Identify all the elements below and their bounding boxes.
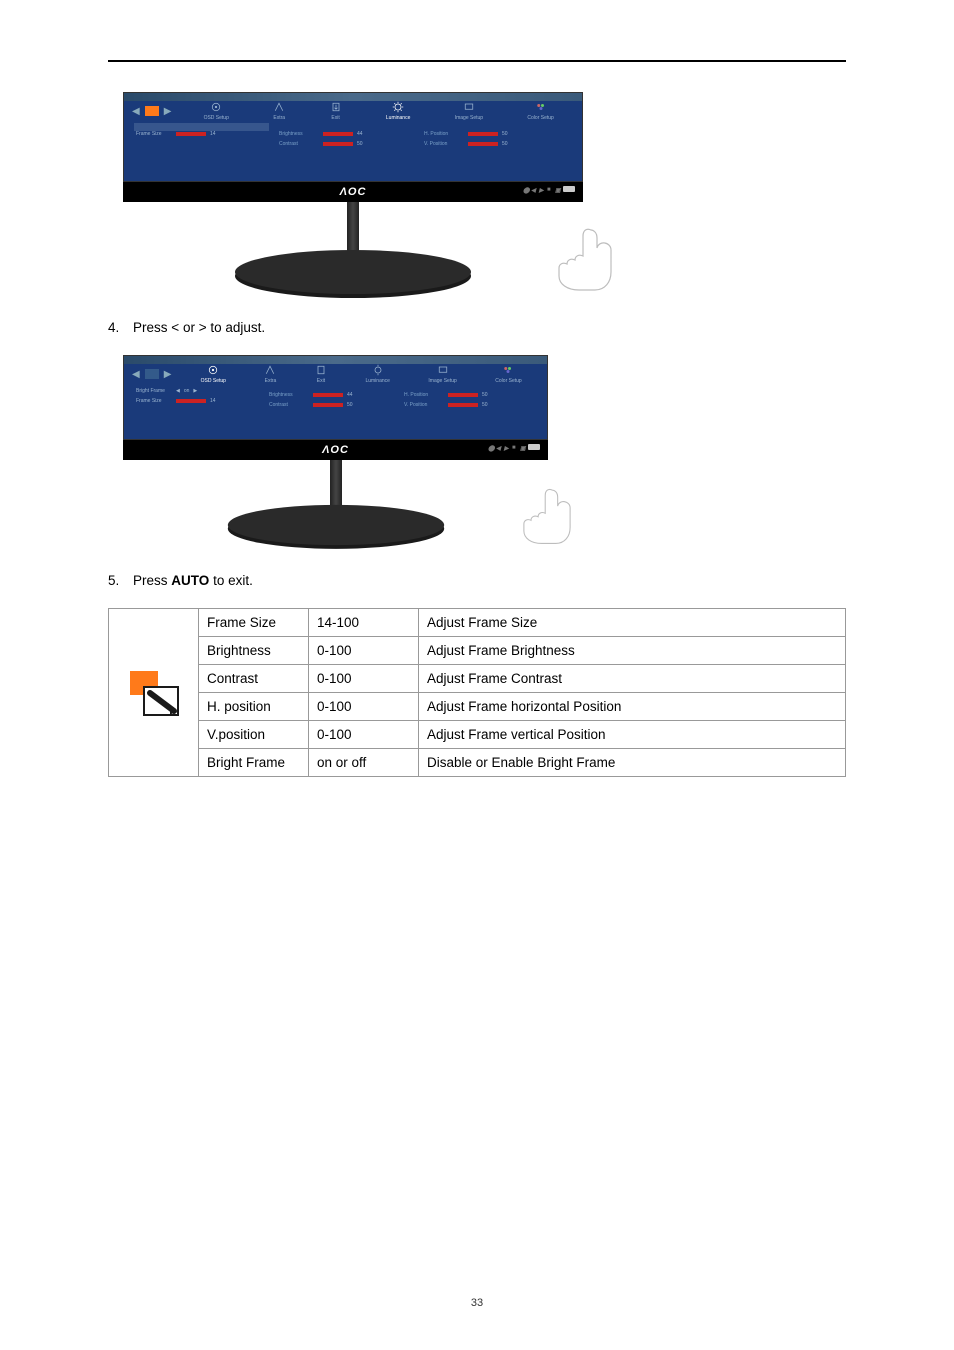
table-icon-cell (109, 609, 199, 777)
osd-tab-label: Color Setup (495, 378, 521, 384)
osd-tabs: OSD Setup Extra Exit Luminance Image Set… (173, 101, 576, 121)
header-rule (108, 60, 846, 62)
monitor-stand (123, 202, 583, 302)
osd-tab-label: Color Setup (527, 115, 553, 121)
pointing-hand-icon (539, 222, 631, 294)
step-5: 5. Press AUTO to exit. (108, 573, 846, 588)
osd-tab-label: Exit (331, 115, 339, 121)
table-row: Frame Size 14-100 Adjust Frame Size (109, 609, 846, 637)
param-name: Frame Size (199, 609, 309, 637)
pointing-hand-icon (506, 483, 588, 547)
osd-left-arrow: ◀ (130, 106, 142, 117)
osd-tab-label: OSD Setup (204, 115, 229, 121)
osd-tab-label: Exit (317, 378, 325, 384)
table-row: Contrast 0-100 Adjust Frame Contrast (109, 665, 846, 693)
monitor-illustration-1: ◀ ▶ OSD Setup Extra Exit Luminance Image… (123, 92, 846, 302)
osd-tab-label: Extra (265, 378, 277, 384)
osd-tab-label: Extra (273, 115, 285, 121)
param-desc: Adjust Frame Size (419, 609, 846, 637)
param-range: 14-100 (309, 609, 419, 637)
osd-tab-label: Image Setup (455, 115, 483, 121)
parameters-table: Frame Size 14-100 Adjust Frame Size Brig… (108, 608, 846, 777)
page-number: 33 (108, 1297, 846, 1309)
table-row: H. position 0-100 Adjust Frame horizonta… (109, 693, 846, 721)
monitor-logo: ΛOC (322, 444, 349, 456)
step-4: 4. Press < or > to adjust. (108, 320, 846, 335)
osd-tab-label: Luminance (386, 115, 410, 121)
monitor-logo: ΛOC (340, 186, 367, 198)
monitor-illustration-2: ◀ ▶ OSD Setup Extra Exit Luminance Image… (123, 355, 846, 555)
table-row: V.position 0-100 Adjust Frame vertical P… (109, 721, 846, 749)
osd-right-arrow: ▶ (162, 106, 174, 117)
osd-tab-label: Image Setup (428, 378, 456, 384)
osd-settings-col2: H. Position50 V. Position50 (424, 131, 514, 147)
table-row: Bright Frame on or off Disable or Enable… (109, 749, 846, 777)
osd-left-options: Frame Size14 (124, 127, 264, 137)
osd-settings-col1: Brightness44 Contrast50 (279, 131, 369, 147)
monitor-bezel: ΛOC ⬤◀▶■▣ (123, 182, 583, 202)
table-row: Brightness 0-100 Adjust Frame Brightness (109, 637, 846, 665)
bezel-buttons: ⬤◀▶■▣ (523, 186, 575, 192)
osd-tab-label: OSD Setup (201, 378, 226, 384)
osd-tab-label: Luminance (365, 378, 389, 384)
osd-selection-indicator (145, 106, 159, 116)
bright-frame-icon (128, 667, 180, 719)
